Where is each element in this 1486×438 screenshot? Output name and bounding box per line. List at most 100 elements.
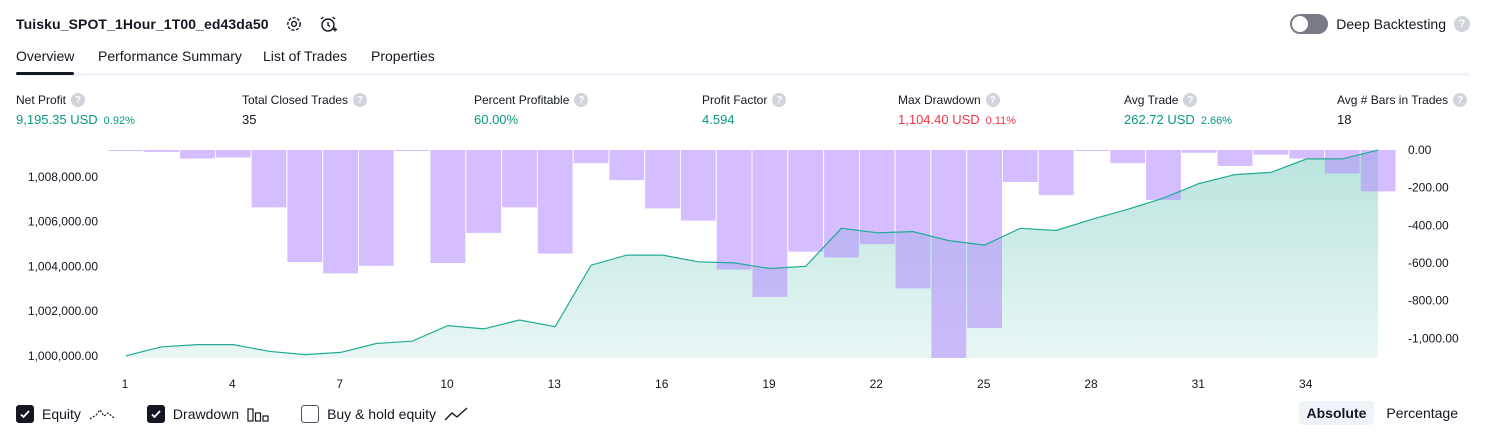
legend-label: Buy & hold equity (327, 406, 437, 422)
drawdown-bar (1324, 150, 1360, 174)
drawdown-bar (394, 150, 430, 151)
percentage-button[interactable]: Percentage (1386, 405, 1458, 421)
drawdown-bar (752, 150, 788, 297)
x-axis-tick-label: 1 (122, 377, 129, 391)
metric-percent: 0.92% (103, 115, 135, 127)
help-icon[interactable]: ? (574, 93, 589, 107)
drawdown-bar (1217, 150, 1253, 166)
equity-checkbox[interactable] (16, 405, 34, 423)
left-axis-tick-label: 1,002,000.00 (28, 304, 98, 318)
tab-performance-summary[interactable]: Performance Summary (98, 48, 242, 64)
equity-drawdown-chart[interactable]: 1,000,000.00 1,002,000.00 1,004,000.00 1,00… (0, 140, 1486, 400)
metric-profit-factor: Profit Factor? 4.594 (702, 93, 787, 127)
metric-value: 18 (1337, 112, 1352, 127)
left-axis-tick-label: 1,004,000.00 (28, 259, 98, 273)
drawdown-bar (430, 150, 466, 263)
deep-backtesting-toggle[interactable] (1290, 14, 1329, 34)
drawdown-bar (609, 150, 645, 181)
drawdown-bar (251, 150, 287, 208)
drawdown-bar (323, 150, 358, 274)
right-axis-tick-label: -200.00 (1408, 181, 1449, 195)
metric-value: 9,195.35 USD (16, 112, 98, 127)
legend-label: Drawdown (172, 406, 240, 422)
drawdown-bar (931, 150, 967, 358)
metric-value: 262.72 USD (1124, 112, 1195, 127)
help-icon[interactable]: ? (71, 93, 86, 107)
buy-hold-line-icon (444, 407, 468, 421)
right-axis-tick-label: -1,000.00 (1408, 331, 1459, 345)
help-icon[interactable]: ? (772, 93, 787, 107)
equity-line-icon (89, 408, 115, 420)
strategy-name: Tuisku_SPOT_1Hour_1T00_ed43da50 (16, 16, 269, 32)
help-icon[interactable]: ? (985, 93, 1000, 107)
drawdown-bar (645, 150, 680, 209)
metric-label: Net Profit (16, 93, 67, 107)
equity-area (125, 150, 1379, 358)
x-axis-tick-label: 25 (977, 377, 991, 391)
drawdown-bar (1074, 150, 1110, 151)
x-axis-tick-label: 19 (762, 377, 776, 391)
drawdown-bar (716, 150, 752, 270)
drawdown-bar (358, 150, 394, 266)
drawdown-bar (1110, 150, 1146, 164)
metric-label: Profit Factor (702, 93, 768, 107)
drawdown-bar (144, 150, 180, 152)
drawdown-bar (1360, 150, 1396, 192)
x-axis-tick-label: 16 (655, 377, 669, 391)
metric-label: Percent Profitable (474, 93, 570, 107)
drawdown-bar (502, 150, 537, 208)
drawdown-bar (537, 150, 573, 254)
alarm-add-icon[interactable] (317, 13, 339, 35)
drawdown-bar (215, 150, 251, 158)
metric-percent: 2.66% (1200, 115, 1233, 127)
x-axis-tick-label: 10 (440, 377, 454, 391)
legend-buy-hold-equity[interactable]: Buy & hold equity (301, 405, 468, 423)
legend-drawdown[interactable]: Drawdown (146, 405, 269, 423)
tab-list-of-trades[interactable]: List of Trades (263, 48, 348, 64)
gear-icon[interactable] (283, 13, 305, 35)
drawdown-bar (108, 150, 144, 151)
left-axis-tick-label: 1,006,000.00 (28, 215, 98, 229)
drawdown-bar (287, 150, 323, 263)
tab-overview[interactable]: Overview (16, 48, 75, 75)
drawdown-bar (1181, 150, 1217, 153)
drawdown-bars-icon (247, 408, 269, 422)
metric-value: 4.594 (702, 112, 735, 127)
help-icon[interactable]: ? (1454, 16, 1470, 32)
metric-label: Total Closed Trades (242, 93, 349, 107)
x-axis-tick-label: 13 (548, 377, 562, 391)
view-mode-switch: Absolute Percentage (1298, 401, 1467, 425)
deep-backtesting-label: Deep Backtesting (1336, 16, 1446, 32)
metric-avg-bars-in-trades: Avg # Bars in Trades? 18 (1337, 93, 1468, 127)
right-axis-tick-label: -400.00 (1408, 218, 1449, 232)
help-icon[interactable]: ? (1453, 93, 1468, 107)
drawdown-bar (788, 150, 824, 252)
drawdown-bar (180, 150, 215, 159)
deep-backtesting: Deep Backtesting ? (1290, 12, 1470, 36)
metric-max-drawdown: Max Drawdown? 1,104.40 USD 0.11% (898, 93, 1016, 127)
drawdown-bar (573, 150, 609, 164)
right-axis-tick-label: 0.00 (1408, 143, 1432, 157)
toggle-knob (1292, 16, 1309, 32)
drawdown-bar (1146, 150, 1181, 200)
x-axis-tick-label: 34 (1299, 377, 1313, 391)
metric-percent: 0.11% (985, 115, 1017, 127)
metric-total-closed-trades: Total Closed Trades? 35 (242, 93, 368, 127)
metric-avg-trade: Avg Trade? 262.72 USD 2.66% (1124, 93, 1232, 127)
buy-hold-checkbox[interactable] (301, 405, 320, 423)
tab-properties[interactable]: Properties (371, 48, 435, 64)
metric-percent-profitable: Percent Profitable? 60.00% (474, 93, 589, 127)
legend-equity[interactable]: Equity (16, 405, 115, 423)
absolute-button[interactable]: Absolute (1298, 401, 1375, 425)
chart-legend: Equity Drawdown Buy & hold equity (16, 404, 500, 424)
strategy-header: Tuisku_SPOT_1Hour_1T00_ed43da50 (16, 12, 339, 36)
help-icon[interactable]: ? (1183, 93, 1198, 107)
drawdown-checkbox[interactable] (146, 405, 165, 423)
drawdown-bar (1038, 150, 1074, 196)
x-axis-tick-label: 4 (229, 377, 236, 391)
drawdown-bar (466, 150, 502, 233)
drawdown-bar (859, 150, 895, 245)
drawdown-bar (1289, 150, 1324, 159)
help-icon[interactable]: ? (353, 93, 368, 107)
legend-label: Equity (42, 406, 81, 422)
